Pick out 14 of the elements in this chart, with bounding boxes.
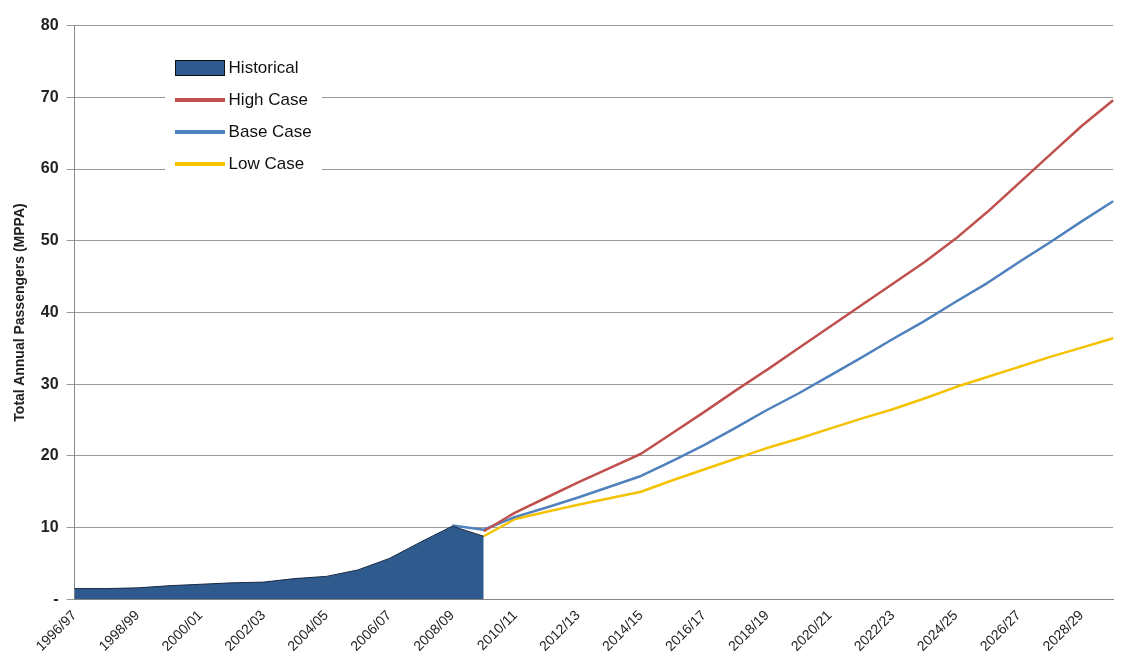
y-tick-label: 40 bbox=[40, 302, 59, 320]
y-tick-label: 50 bbox=[40, 231, 59, 249]
y-tick-label: 20 bbox=[40, 446, 59, 464]
y-tick-label: 10 bbox=[40, 518, 59, 536]
y-tick-label: 80 bbox=[40, 16, 59, 34]
legend-label: Low Case bbox=[228, 153, 305, 174]
y-tick-label: 60 bbox=[40, 159, 59, 177]
y-tick-label: 70 bbox=[40, 87, 59, 105]
legend-label: Base Case bbox=[228, 121, 312, 142]
y-tick-label: 30 bbox=[40, 374, 59, 392]
legend-label: High Case bbox=[228, 89, 308, 110]
y-tick-label: - bbox=[53, 589, 59, 607]
y-axis-title: Total Annual Passengers (MPPA) bbox=[11, 203, 28, 422]
legend-label: Historical bbox=[228, 57, 299, 78]
